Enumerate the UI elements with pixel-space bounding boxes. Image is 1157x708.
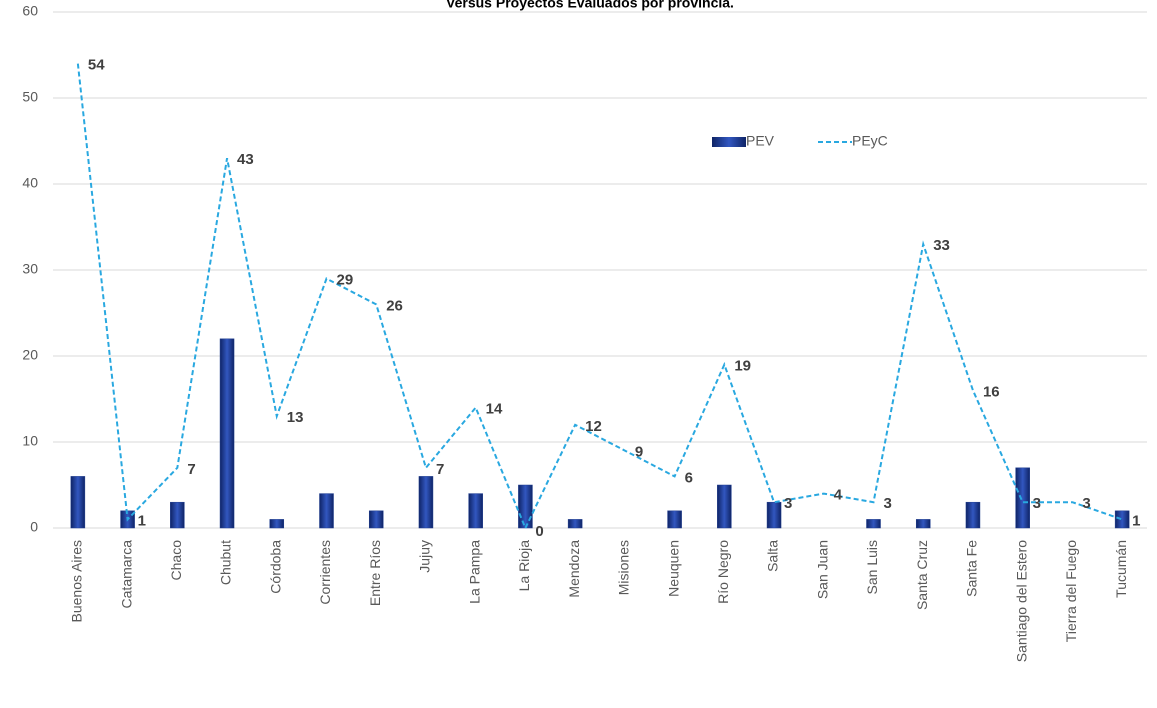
line [76,63,1123,531]
data-label: 19 [734,358,751,375]
data-label: 33 [933,237,950,254]
data-label: 3 [784,495,792,512]
x-tick-label: Santa Cruz [914,540,930,610]
bar [567,519,583,529]
bar [866,519,881,529]
bar [170,501,185,529]
x-tick-label: Jujuy [417,540,433,573]
bar [70,476,86,529]
data-label: 1 [138,512,146,529]
y-tick-label: 60 [22,3,38,19]
bar [717,484,732,529]
x-tick-label: Chubut [218,540,234,585]
x-tick-label: Catamarca [118,540,134,609]
data-label: 6 [685,469,693,486]
bar [1114,510,1130,529]
data-label: 3 [1033,495,1041,512]
data-label: 12 [585,418,602,435]
data-label: 3 [1082,495,1090,512]
y-tick-label: 40 [22,175,38,191]
y-tick-label: 0 [30,519,38,535]
data-label: 13 [287,409,304,426]
data-label: 14 [486,401,503,418]
bar [965,501,981,529]
data-label: 3 [884,495,892,512]
data-label: 26 [386,297,403,314]
data-label: 7 [436,461,444,478]
x-tick-label: Misiones [616,540,632,595]
data-label: 9 [635,444,643,461]
x-tick-label: Corrientes [317,540,333,605]
x-tick-label: San Luis [864,540,880,594]
bar [667,510,682,529]
data-label: 29 [337,272,354,289]
data-label: 1 [1132,512,1140,529]
bar [269,519,285,529]
bar [1015,467,1030,529]
bar [368,510,384,529]
chart-title: Versus Proyectos Evaluados por provincia… [446,0,734,11]
x-tick-label: San Juan [814,540,830,599]
data-label: 43 [237,151,254,168]
x-tick-label: Santiago del Estero [1013,540,1029,662]
data-label: 0 [535,523,543,540]
bar [319,493,334,529]
data-label: 4 [834,487,843,504]
legend-label: PEV [746,133,775,149]
legend-swatch [712,137,746,147]
data-label: 16 [983,383,1000,400]
x-tick-label: La Rioja [516,540,532,592]
legend-label: PEyC [852,133,888,149]
x-tick-label: Río Negro [715,540,731,604]
x-tick-label: La Pampa [466,540,482,604]
x-tick-label: Tucumán [1113,540,1129,598]
bar [418,476,434,529]
bar [219,338,235,529]
bar [915,519,931,529]
x-tick-label: Entre Ríos [367,540,383,606]
bar [766,501,782,529]
x-tick-label: Buenos Aires [69,540,85,623]
y-tick-label: 10 [22,433,38,449]
x-tick-label: Córdoba [267,540,283,594]
x-tick-label: Santa Fe [964,540,980,597]
bar [518,484,533,529]
x-tick-label: Chaco [168,540,184,581]
x-tick-label: Mendoza [566,540,582,598]
x-tick-label: Neuquen [665,540,681,597]
data-label: 7 [187,461,195,478]
y-tick-label: 30 [22,261,38,277]
y-tick-label: 20 [22,347,38,363]
bar [468,493,483,529]
x-tick-label: Tierra del Fuego [1063,540,1079,642]
x-tick-label: Salta [765,540,781,572]
data-label: 54 [88,57,105,74]
y-tick-label: 50 [22,89,38,105]
